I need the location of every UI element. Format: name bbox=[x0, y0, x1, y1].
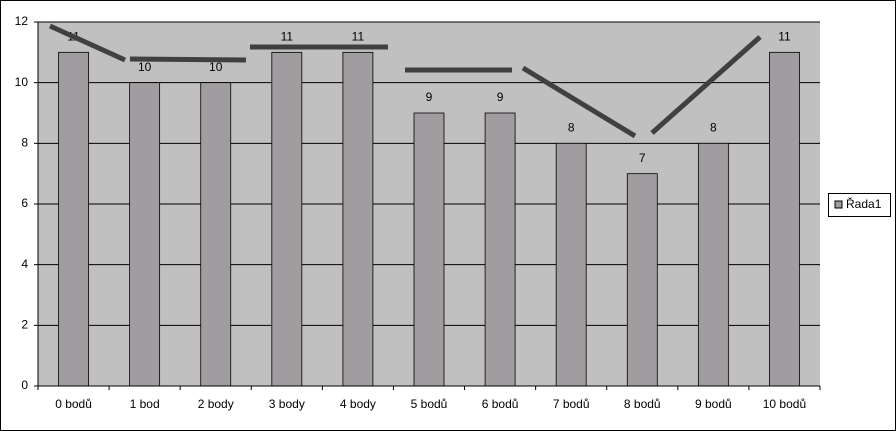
data-label: 10 bbox=[138, 60, 152, 74]
bar bbox=[271, 51, 303, 387]
bar bbox=[413, 112, 445, 387]
data-label: 9 bbox=[426, 90, 433, 104]
data-label: 7 bbox=[639, 151, 646, 165]
annotation-lines bbox=[48, 23, 762, 139]
y-tick-label: 12 bbox=[15, 14, 29, 28]
data-label: 11 bbox=[281, 30, 294, 44]
y-tick-label: 8 bbox=[21, 136, 28, 150]
data-label: 9 bbox=[497, 90, 504, 104]
annotation-line bbox=[521, 65, 637, 139]
x-tick-label: 7 bodů bbox=[553, 397, 590, 411]
data-label: 11 bbox=[352, 30, 365, 44]
bar bbox=[626, 173, 658, 387]
bar bbox=[555, 142, 587, 387]
bar bbox=[129, 82, 161, 387]
annotation-line bbox=[650, 35, 762, 135]
bar bbox=[200, 82, 232, 387]
bar bbox=[769, 51, 800, 387]
x-tick-label: 0 bodů bbox=[55, 397, 92, 411]
x-tick-label: 2 body bbox=[198, 397, 234, 411]
bar bbox=[484, 112, 516, 387]
marks: 0 2 4 6 8 10 12 0 bodů 11 1 bod 10 2 body 10 3 body 11… bbox=[15, 14, 821, 411]
legend-box bbox=[828, 193, 891, 217]
y-tick-label: 10 bbox=[15, 75, 29, 89]
x-tick-label: 6 bodů bbox=[482, 397, 519, 411]
legend: Řada1 bbox=[828, 193, 891, 217]
annotation-line bbox=[129, 56, 247, 63]
x-tick-label: 1 bod bbox=[130, 397, 160, 411]
x-tick-label: 10 bodů bbox=[763, 397, 806, 411]
y-tick-label: 6 bbox=[21, 196, 28, 210]
x-tick-label: 3 body bbox=[269, 397, 305, 411]
data-label: 11 bbox=[778, 30, 791, 44]
data-label: 8 bbox=[710, 121, 717, 135]
bar bbox=[58, 51, 89, 387]
y-tick-label: 2 bbox=[21, 318, 28, 332]
legend-swatch bbox=[834, 200, 843, 209]
y-tick-label: 4 bbox=[21, 257, 28, 271]
data-label: 10 bbox=[209, 60, 223, 74]
x-tick-label: 8 bodů bbox=[624, 397, 661, 411]
bar bbox=[697, 142, 729, 387]
bar bbox=[342, 51, 374, 387]
x-tick-label: 4 body bbox=[340, 397, 376, 411]
x-tick-label: 9 bodů bbox=[695, 397, 732, 411]
data-label: 8 bbox=[568, 121, 575, 135]
y-tick-label: 0 bbox=[21, 378, 28, 392]
annotation-line bbox=[48, 23, 127, 63]
legend-label: Řada1 bbox=[846, 196, 882, 211]
x-tick-label: 5 bodů bbox=[411, 397, 448, 411]
